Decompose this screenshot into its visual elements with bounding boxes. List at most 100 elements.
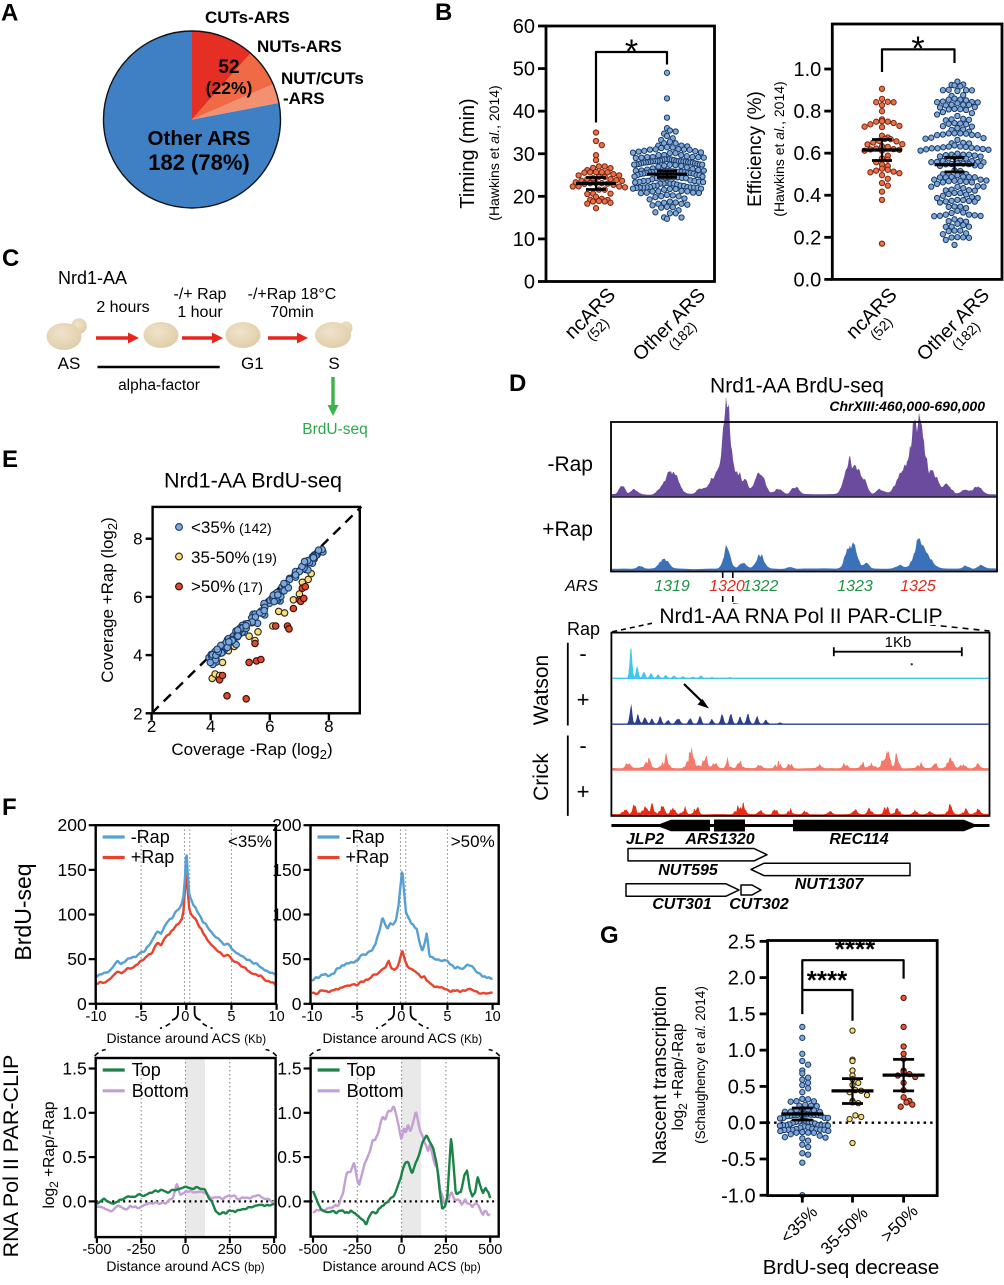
svg-text:Top: Top: [132, 1060, 161, 1080]
svg-text:1.5: 1.5: [728, 1004, 756, 1026]
svg-text:0: 0: [181, 1242, 189, 1258]
svg-text:(Hawkins et al., 2014): (Hawkins et al., 2014): [486, 85, 502, 220]
svg-text:-/+ Rap: -/+ Rap: [174, 286, 227, 303]
svg-text:Bottom: Bottom: [347, 1081, 404, 1101]
svg-text:(17): (17): [238, 579, 263, 595]
svg-text:alpha-factor: alpha-factor: [118, 377, 200, 394]
svg-text:+Rap: +Rap: [542, 518, 593, 541]
svg-text:0: 0: [292, 994, 302, 1014]
svg-text:E: E: [2, 446, 18, 473]
svg-text:6: 6: [133, 588, 142, 607]
svg-text:0.4: 0.4: [793, 185, 821, 207]
svg-text:0.5: 0.5: [277, 1147, 301, 1167]
svg-text:AS: AS: [58, 354, 81, 373]
svg-text:1.0: 1.0: [277, 1103, 302, 1123]
svg-text:2.0: 2.0: [728, 968, 756, 990]
svg-text:4: 4: [206, 717, 215, 736]
svg-text:REC114: REC114: [829, 831, 888, 848]
svg-text:NUT1307: NUT1307: [795, 876, 865, 893]
svg-text:150: 150: [57, 860, 86, 880]
svg-text:(142): (142): [239, 520, 272, 536]
svg-text:10: 10: [269, 1009, 285, 1025]
svg-text:-10: -10: [302, 1009, 323, 1025]
svg-text:2: 2: [133, 704, 142, 723]
svg-text:NUT595: NUT595: [658, 862, 719, 879]
svg-text:-5: -5: [351, 1009, 364, 1025]
svg-text:0.0: 0.0: [728, 1113, 756, 1135]
svg-text:1319: 1319: [654, 578, 690, 595]
svg-text:+Rap: +Rap: [131, 847, 175, 867]
svg-text:0.0: 0.0: [277, 1191, 302, 1211]
svg-text:40: 40: [513, 101, 535, 123]
svg-text:CUT301: CUT301: [652, 896, 712, 913]
svg-text:Distance around ACS (Kb): Distance around ACS (Kb): [107, 1030, 267, 1046]
svg-text:6: 6: [265, 717, 274, 736]
svg-text:S: S: [328, 354, 339, 373]
svg-text:RNA Pol II PAR-CLIP: RNA Pol II PAR-CLIP: [0, 1055, 23, 1258]
svg-text:8: 8: [324, 717, 333, 736]
svg-text:CUTs-ARS: CUTs-ARS: [205, 8, 290, 27]
svg-text:-: -: [579, 641, 586, 666]
svg-text:+Rap: +Rap: [346, 847, 390, 867]
svg-text:0: 0: [524, 272, 535, 294]
svg-text:Coverage +Rap (log2): Coverage +Rap (log2): [98, 517, 120, 683]
svg-text:-10: -10: [86, 1009, 107, 1025]
svg-text:Coverage -Rap (log2): Coverage -Rap (log2): [171, 740, 332, 762]
svg-text:1325: 1325: [900, 578, 936, 595]
svg-text:Rap: Rap: [567, 619, 600, 639]
svg-text:(Schaughency et al. 2014): (Schaughency et al. 2014): [693, 986, 708, 1144]
svg-text:log2 +Rap/-Rap: log2 +Rap/-Rap: [670, 1023, 690, 1130]
svg-text:+: +: [577, 687, 590, 712]
svg-text:*: *: [625, 33, 638, 71]
svg-text:200: 200: [272, 815, 301, 835]
svg-text:-250: -250: [127, 1242, 156, 1258]
svg-text:log2 +Rap/-Rap: log2 +Rap/-Rap: [41, 1101, 61, 1208]
svg-text:50: 50: [513, 59, 535, 81]
svg-text:BrdU-seq: BrdU-seq: [302, 421, 367, 438]
svg-text:1.0: 1.0: [728, 1040, 756, 1062]
svg-text:-Rap: -Rap: [547, 453, 593, 476]
svg-text:0.8: 0.8: [793, 101, 821, 123]
svg-text:*: *: [911, 30, 924, 68]
svg-text:35-50%: 35-50%: [191, 548, 250, 567]
svg-text:Crick: Crick: [530, 753, 553, 801]
svg-text:10: 10: [513, 229, 535, 251]
svg-text:Nrd1-AA RNA Pol II PAR-CLIP: Nrd1-AA RNA Pol II PAR-CLIP: [659, 605, 942, 628]
svg-text:182 (78%): 182 (78%): [148, 150, 250, 175]
svg-text:1323: 1323: [837, 578, 873, 595]
svg-text:70min: 70min: [270, 304, 314, 321]
svg-text:>50%: >50%: [191, 577, 235, 596]
svg-text:+: +: [577, 779, 590, 804]
svg-text:1.0: 1.0: [62, 1103, 87, 1123]
svg-text:52: 52: [218, 57, 239, 78]
svg-text:250: 250: [434, 1242, 458, 1258]
svg-text:(22%): (22%): [206, 78, 253, 98]
svg-text:2: 2: [147, 717, 156, 736]
svg-text:0: 0: [398, 1242, 406, 1258]
svg-text:-1.0: -1.0: [721, 1185, 755, 1207]
svg-text:-0.5: -0.5: [721, 1149, 755, 1171]
svg-text:<35%: <35%: [228, 832, 272, 851]
svg-text:1.0: 1.0: [793, 59, 821, 81]
svg-text:B: B: [435, 0, 452, 26]
svg-text:BrdU-seq decrease: BrdU-seq decrease: [763, 1256, 940, 1279]
svg-text:Distance around ACS (Kb): Distance around ACS (Kb): [323, 1030, 483, 1046]
svg-text:0.0: 0.0: [793, 269, 821, 291]
svg-text:1.5: 1.5: [277, 1059, 301, 1079]
svg-text:0: 0: [77, 994, 87, 1014]
svg-text:ARS1320: ARS1320: [684, 831, 754, 848]
svg-text:150: 150: [272, 860, 301, 880]
svg-text:1322: 1322: [743, 578, 779, 595]
svg-text:ChrXIII:460,000-690,000: ChrXIII:460,000-690,000: [829, 398, 985, 414]
svg-text:ARS: ARS: [564, 578, 598, 595]
svg-text:0.5: 0.5: [62, 1147, 86, 1167]
svg-text:5: 5: [227, 1009, 235, 1025]
svg-text:10: 10: [485, 1009, 501, 1025]
svg-text:-Rap: -Rap: [131, 827, 170, 847]
svg-text:0.6: 0.6: [793, 143, 821, 165]
svg-text:100: 100: [57, 905, 86, 925]
svg-text:JLP2: JLP2: [626, 831, 664, 848]
svg-text:F: F: [2, 794, 17, 821]
svg-text:****: ****: [835, 934, 876, 964]
svg-text:60: 60: [513, 16, 535, 38]
